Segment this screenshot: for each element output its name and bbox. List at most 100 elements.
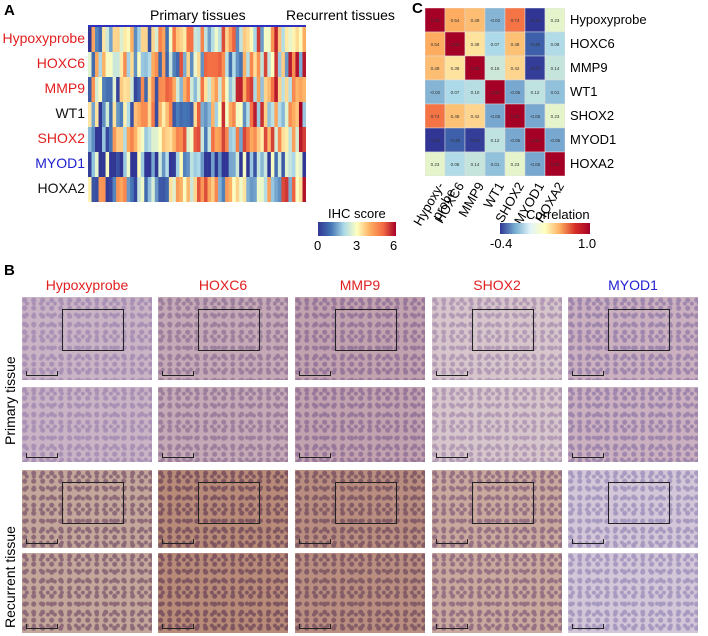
ihc-cell <box>175 152 180 177</box>
corr-row-label: Hypoxyprobe <box>570 12 647 27</box>
ihc-cell <box>98 77 103 102</box>
ihc-cell <box>140 27 145 52</box>
ihc-cell <box>270 27 275 52</box>
ihc-cell <box>281 52 286 77</box>
ihc-cell <box>91 102 96 127</box>
corr-value: -0.37 <box>530 66 541 71</box>
ihc-cell <box>260 77 265 102</box>
ihc-cell <box>144 27 149 52</box>
ihc-cell <box>253 102 258 127</box>
ihc-cell <box>204 177 208 202</box>
ihc-cell <box>105 127 110 152</box>
ihc-cell <box>175 177 180 202</box>
ihc-cell <box>246 77 251 102</box>
ihc-cell <box>179 177 184 202</box>
ihc-cell <box>182 52 187 77</box>
micrograph <box>432 553 562 633</box>
ihc-cell <box>270 127 275 152</box>
zoom-box <box>335 482 397 524</box>
ihc-cell <box>214 177 219 202</box>
ihc-cell <box>172 102 177 127</box>
ihc-cell <box>95 102 99 127</box>
ihc-cell <box>144 102 149 127</box>
ihc-cell <box>119 177 124 202</box>
scale-bar <box>436 371 468 376</box>
ihc-cell <box>302 177 306 202</box>
zoom-box <box>198 309 260 351</box>
ihc-cell <box>144 152 149 177</box>
corr-value: 0.12 <box>491 138 500 143</box>
ihc-cell <box>221 77 226 102</box>
zoom-box <box>198 482 260 524</box>
corr-value: 0.12 <box>531 90 540 95</box>
ihc-cell <box>137 127 142 152</box>
scale-bar <box>162 453 194 458</box>
ihc-cell <box>116 27 120 52</box>
ihc-cell <box>239 52 244 77</box>
ihc-cell <box>211 52 215 77</box>
ihc-cell <box>126 152 131 177</box>
ihc-cell <box>165 152 170 177</box>
ihc-cell <box>267 102 272 127</box>
ihc-cell <box>211 77 215 102</box>
ihc-cell <box>288 27 293 52</box>
ihc-cell <box>151 177 156 202</box>
ihc-cell <box>214 52 219 77</box>
ihc-cell <box>154 27 159 52</box>
ihc-cell <box>123 177 127 202</box>
ihc-cell <box>239 102 244 127</box>
zoom-box <box>472 309 534 351</box>
ihc-cell <box>151 52 156 77</box>
ihc-cell <box>232 152 236 177</box>
ihc-cell <box>175 27 180 52</box>
ihc-cell <box>151 27 156 52</box>
zoom-box <box>62 482 124 524</box>
ihc-cell <box>182 102 187 127</box>
corr-value: 0.48 <box>511 42 520 47</box>
scale-bar <box>26 624 58 629</box>
ihc-cell <box>211 27 215 52</box>
ihc-cell <box>253 177 258 202</box>
ihc-cell <box>197 52 201 77</box>
ihc-cell <box>161 52 166 77</box>
ihc-cell <box>88 27 92 52</box>
ihc-cell <box>112 102 117 127</box>
ihc-cell <box>158 52 163 77</box>
ihc-cell <box>218 77 222 102</box>
ihc-cell <box>263 102 268 127</box>
ihc-cell <box>189 77 194 102</box>
corr-value: 0.08 <box>551 42 560 47</box>
ihc-cell <box>140 77 145 102</box>
ihc-cell <box>165 27 170 52</box>
micrograph <box>22 297 152 380</box>
group-label-primary: Primary tissues <box>150 7 246 23</box>
ihc-cell <box>225 127 229 152</box>
ihc-cell <box>186 152 191 177</box>
ihc-cell <box>140 152 145 177</box>
ihc-cell <box>281 77 286 102</box>
gene-label: WT1 <box>55 105 85 121</box>
correlation-matrix: 1.00 0.54 0.49 -0.02 0.74 -0.40 0.23 0.54 1.00 0.… <box>425 8 565 176</box>
scale-bar <box>26 371 58 376</box>
ihc-cell <box>221 52 226 77</box>
ihc-cell <box>95 52 99 77</box>
corr-value: 0.74 <box>431 114 440 119</box>
micrograph <box>158 470 288 548</box>
ihc-cell <box>281 102 286 127</box>
ihc-cell <box>295 152 300 177</box>
corr-value: 0.23 <box>551 18 560 23</box>
ihc-cell <box>147 77 152 102</box>
scale-bar <box>572 624 604 629</box>
ihc-cell <box>116 77 120 102</box>
ihc-cell <box>193 77 198 102</box>
ihc-cell <box>291 152 296 177</box>
ihc-cell <box>274 52 279 77</box>
ihc-cell <box>256 177 261 202</box>
ihc-cell <box>130 52 135 77</box>
corr-value: -0.02 <box>490 18 501 23</box>
ihc-cell <box>253 152 258 177</box>
ihc-cell <box>91 152 96 177</box>
ihc-cell <box>249 177 254 202</box>
ihc-cell <box>186 102 191 127</box>
ihc-cell <box>232 127 236 152</box>
